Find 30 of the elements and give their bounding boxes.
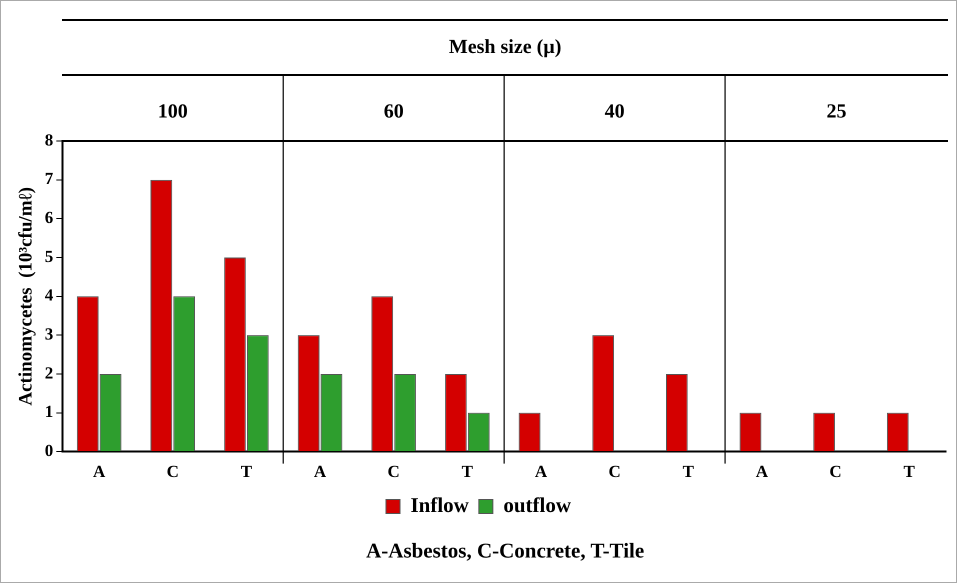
y-tick-label: 0	[44, 440, 54, 460]
y-axis-title: Actinomycetes (10³cfu/mℓ)	[15, 187, 36, 406]
x-tick-label: A	[756, 462, 769, 482]
y-tick-label: 5	[44, 246, 54, 266]
x-tick-label: A	[314, 462, 327, 482]
x-tick-label: T	[904, 462, 916, 482]
x-tick-label: C	[166, 462, 179, 482]
x-tick-label: C	[608, 462, 621, 482]
x-tick-label: C	[388, 462, 400, 482]
text: 40	[604, 100, 625, 123]
text: Mesh size (µ)	[62, 19, 948, 76]
y-tick-label: 8	[44, 130, 54, 150]
y-tick-label: 3	[44, 324, 54, 344]
x-tick-label: A	[534, 462, 548, 482]
x-tick-label: T	[462, 462, 474, 482]
x-tick-label: C	[829, 462, 842, 482]
x-tick-label: A	[92, 462, 106, 482]
y-tick-label: 6	[44, 208, 54, 228]
y-tick-label: 7	[44, 169, 54, 188]
y-tick-label: 2	[44, 363, 54, 382]
text: A-Asbestos, C-Concrete, T-Tile	[366, 538, 644, 562]
text: 25	[826, 100, 847, 123]
y-tick-label: 4	[44, 286, 54, 305]
x-tick-label: T	[240, 462, 253, 482]
text: 100	[158, 100, 188, 123]
y-tick-label: 1	[44, 402, 54, 422]
x-tick-label: T	[682, 462, 695, 482]
legend-label: Inflow	[410, 492, 470, 517]
text: 60	[384, 100, 404, 123]
legend-label: outflow	[503, 492, 572, 517]
